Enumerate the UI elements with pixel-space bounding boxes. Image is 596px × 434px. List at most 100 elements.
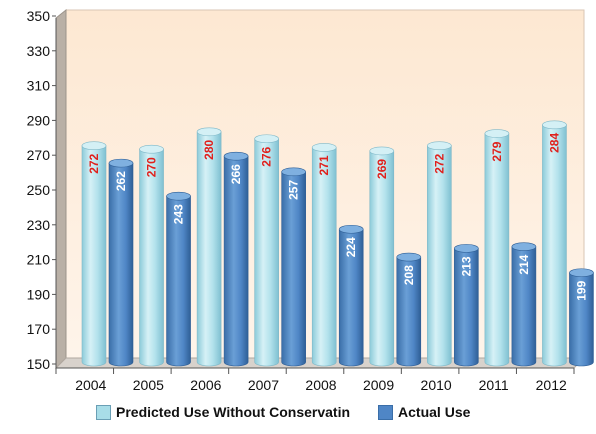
- bar-cap: [196, 127, 222, 137]
- legend-label-actual: Actual Use: [398, 404, 471, 420]
- bar-body: [196, 131, 222, 367]
- data-label: 280: [202, 139, 216, 159]
- bar-cap: [281, 167, 306, 177]
- bar-cap: [254, 134, 279, 144]
- bar-predicted: [196, 127, 222, 367]
- bar-cap: [484, 129, 510, 138]
- bar-body: [427, 145, 452, 367]
- bar-actual: [511, 242, 537, 367]
- bar-actual: [454, 244, 479, 367]
- side-wall: [55, 8, 67, 370]
- bar-body: [223, 155, 249, 367]
- bar-actual: [281, 167, 306, 367]
- bar-actual: [166, 191, 191, 367]
- y-tick-label: 170: [27, 321, 51, 337]
- bar-actual: [569, 268, 594, 367]
- bar-body: [338, 228, 364, 367]
- x-tick-label: 2012: [536, 377, 567, 393]
- bar-cap: [396, 252, 422, 262]
- bar-body: [139, 148, 164, 367]
- bar-body: [311, 147, 337, 367]
- bar-cap: [223, 151, 249, 161]
- bar-body: [511, 246, 537, 367]
- bar-cap: [369, 146, 395, 156]
- bar-body: [484, 133, 510, 367]
- bar-cap: [166, 191, 191, 201]
- y-tick-label: 190: [27, 286, 51, 302]
- bar-predicted: [484, 129, 510, 367]
- data-label: 214: [517, 254, 531, 274]
- data-label: 270: [145, 157, 159, 177]
- bar-predicted: [254, 134, 279, 367]
- data-label: 257: [287, 180, 301, 200]
- x-tick-label: 2006: [190, 377, 221, 393]
- y-tick-label: 290: [27, 112, 51, 128]
- bar-predicted: [542, 120, 567, 367]
- bar-actual: [338, 224, 364, 367]
- x-tick-label: 2008: [305, 377, 336, 393]
- bar-cap: [511, 242, 537, 251]
- x-tick-label: 2009: [363, 377, 394, 393]
- data-label: 208: [402, 265, 416, 285]
- data-label: 243: [172, 204, 186, 224]
- bar-body: [281, 171, 306, 367]
- legend-item-actual: Actual Use: [378, 404, 470, 420]
- bar-body: [108, 162, 134, 367]
- data-label: 269: [375, 159, 389, 179]
- bar-body: [396, 256, 422, 367]
- bar-cap: [81, 141, 107, 151]
- bar-body: [369, 150, 395, 367]
- y-tick-label: 270: [27, 147, 51, 163]
- bar-cap: [338, 224, 364, 234]
- y-tick-label: 250: [27, 182, 51, 198]
- bar-body: [81, 145, 107, 367]
- y-tick-label: 210: [27, 252, 51, 268]
- y-tick-label: 230: [27, 217, 51, 233]
- bar-body: [542, 124, 567, 367]
- bar-predicted: [369, 146, 395, 367]
- y-tick-label: 330: [27, 43, 51, 59]
- x-tick-label: 2005: [133, 377, 164, 393]
- bar-cap: [427, 141, 452, 151]
- legend-label-predicted: Predicted Use Without Conservatin: [116, 404, 351, 420]
- x-tick-label: 2007: [248, 377, 279, 393]
- data-label: 276: [260, 146, 274, 166]
- data-label: 272: [87, 153, 101, 173]
- data-label: 213: [459, 256, 473, 276]
- data-label: 199: [574, 280, 588, 300]
- data-label: 224: [344, 237, 358, 257]
- bar-cap: [454, 244, 479, 253]
- bar-body: [166, 195, 191, 367]
- bar-predicted: [81, 141, 107, 367]
- legend-item-predicted: Predicted Use Without Conservatin: [96, 404, 350, 420]
- x-tick-label: 2011: [479, 377, 509, 393]
- bar-predicted: [139, 144, 164, 367]
- bar-body: [254, 138, 279, 367]
- data-label: 272: [432, 153, 446, 173]
- y-tick-label: 350: [27, 8, 51, 24]
- y-tick-label: 310: [27, 78, 51, 94]
- bar-cap: [311, 143, 337, 152]
- data-label: 262: [114, 171, 128, 191]
- data-label: 284: [547, 133, 561, 153]
- bar-body: [569, 272, 594, 367]
- legend: Predicted Use Without Conservatin Actual…: [96, 400, 498, 424]
- bar-cap: [108, 158, 134, 168]
- bar-cap: [139, 144, 164, 154]
- y-tick-label: 150: [27, 356, 51, 372]
- data-label: 266: [229, 164, 243, 184]
- x-tick-label: 2004: [75, 377, 106, 393]
- legend-swatch-predicted: [96, 404, 111, 420]
- bar-cap: [542, 120, 567, 130]
- bar-cap: [569, 268, 594, 278]
- bar-body: [454, 248, 479, 367]
- bar-actual: [396, 252, 422, 367]
- legend-swatch-actual: [378, 404, 394, 420]
- bar-actual: [108, 158, 134, 367]
- data-label: 279: [490, 141, 504, 161]
- x-tick-label: 2010: [421, 377, 452, 393]
- bar-predicted: [311, 143, 337, 367]
- bar-actual: [223, 151, 249, 367]
